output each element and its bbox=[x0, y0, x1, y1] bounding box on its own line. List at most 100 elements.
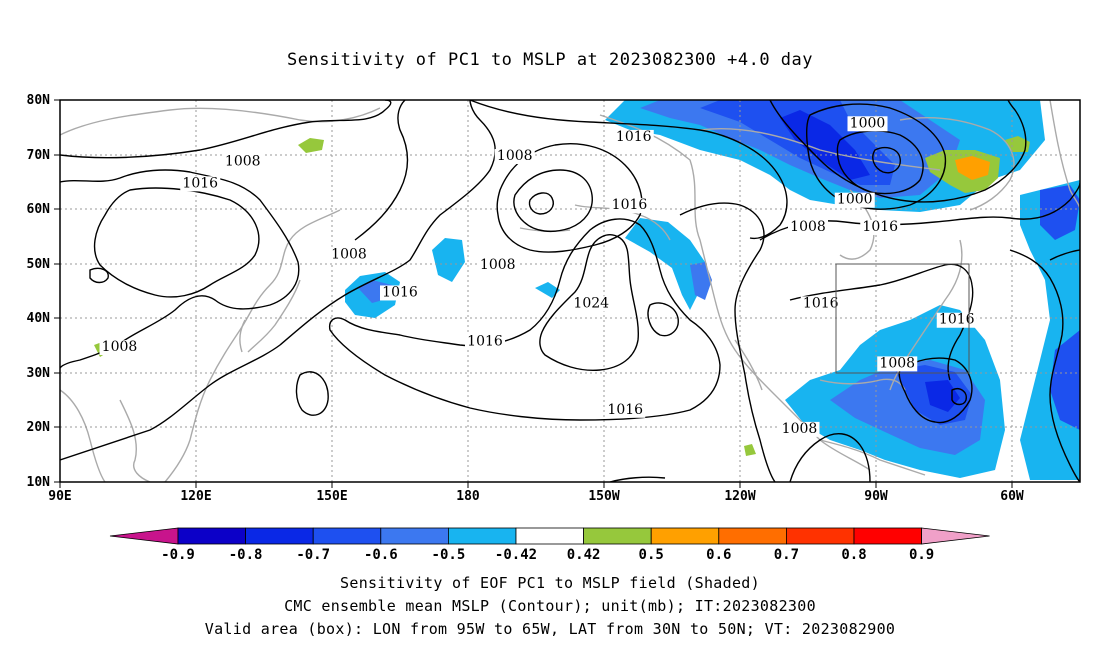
contour-1008-mexico bbox=[789, 433, 871, 482]
shading-atlantic-east-dark bbox=[1040, 185, 1080, 240]
contour-label-bg bbox=[834, 192, 875, 208]
contour-label-bg bbox=[605, 402, 646, 418]
colorbar-segment bbox=[583, 527, 652, 545]
contour-1000-arctic-outer bbox=[805, 103, 947, 210]
shading-green-blob-4 bbox=[744, 444, 756, 456]
lon-label: 90E bbox=[48, 489, 71, 504]
coast-korea bbox=[239, 319, 246, 353]
contour-label: 1008 bbox=[497, 148, 533, 164]
contour-label: 1008 bbox=[782, 421, 818, 437]
lat-label: 60N bbox=[27, 202, 51, 217]
contour-label-bg bbox=[571, 296, 612, 312]
map-frame bbox=[59, 99, 1081, 483]
colorbar-label: 0.8 bbox=[841, 547, 866, 563]
shading-arctic-darkest bbox=[780, 110, 870, 180]
contour-label-bg bbox=[613, 129, 654, 145]
coast-greenland bbox=[899, 116, 1015, 211]
contour-label: 1000 bbox=[837, 192, 873, 208]
coast-asia-east bbox=[164, 209, 341, 482]
colorbar-label: -0.5 bbox=[432, 547, 466, 563]
contour-1016-west-na bbox=[679, 202, 776, 482]
contour-1008-aleutian-inner bbox=[528, 192, 554, 215]
shading-pacific-1 bbox=[432, 238, 465, 282]
contour-1016-gulf-alaska bbox=[469, 100, 788, 240]
contour-1008-aleutian-mid bbox=[513, 169, 593, 233]
lon-label: 90W bbox=[864, 489, 888, 504]
coast-na-arctic bbox=[699, 128, 941, 171]
contour-label: 1016 bbox=[862, 219, 898, 235]
colorbar-low-end bbox=[109, 527, 179, 545]
shading-green-blob-2 bbox=[298, 138, 324, 153]
contour-label-bg bbox=[465, 334, 505, 350]
contour-label: 1000 bbox=[850, 115, 886, 131]
colorbar-label: -0.42 bbox=[495, 547, 537, 563]
colorbar-segment bbox=[650, 527, 720, 545]
contour-label-bg bbox=[222, 154, 263, 170]
contour-label: 1016 bbox=[607, 402, 643, 418]
contour-label: 1016 bbox=[803, 295, 839, 311]
contour-1016-asia-inner bbox=[93, 187, 260, 298]
shading-green-blob-1 bbox=[1005, 136, 1030, 152]
contour-label: 1008 bbox=[102, 339, 138, 355]
lat-label: 10N bbox=[27, 475, 51, 490]
lon-label: 60W bbox=[1000, 489, 1024, 504]
contour-label: 1016 bbox=[467, 334, 503, 350]
colorbar: -0.9 -0.8 -0.7 -0.6 -0.5 -0.42 0.42 0.5 0.6 0.7 0.… bbox=[109, 527, 990, 563]
colorbar-segment bbox=[312, 527, 382, 545]
figure-title: Sensitivity of PC1 to MSLP at 2023082300… bbox=[286, 50, 813, 70]
coast-japan bbox=[247, 279, 301, 353]
colorbar-segment bbox=[380, 527, 449, 545]
contour-label: 1016 bbox=[382, 284, 418, 300]
contour-1000-arctic-inner bbox=[836, 130, 924, 195]
contour-label: 1016 bbox=[612, 197, 648, 213]
contour-1016-canada bbox=[759, 182, 1080, 241]
shading-pacific-2 bbox=[535, 282, 560, 298]
lat-label: 50N bbox=[27, 257, 51, 272]
contour-label-bg bbox=[494, 149, 535, 165]
shading-pacific-3 bbox=[625, 218, 705, 310]
colorbar-high-end bbox=[921, 527, 990, 545]
contour-label-bg bbox=[329, 247, 369, 263]
colorbar-segment bbox=[853, 527, 922, 545]
coast-india bbox=[60, 389, 106, 482]
contour-1008-asia-small bbox=[89, 267, 109, 284]
contour-1008-east-low bbox=[898, 357, 973, 424]
contour-label-bg bbox=[800, 296, 841, 312]
contour-label-bg bbox=[477, 258, 518, 274]
contour-labels: 1016 1008 1000 1000 1008 1016 1008 1016 1008 1016… bbox=[99, 115, 977, 437]
contour-label-bg bbox=[779, 421, 820, 437]
contour-1008-north bbox=[60, 100, 392, 159]
contour-label: 1016 bbox=[939, 312, 975, 328]
contour-label: 1024 bbox=[573, 295, 609, 311]
contour-1016-low-west bbox=[295, 371, 329, 416]
contour-label: 1008 bbox=[790, 219, 826, 235]
tick-marks bbox=[54, 99, 1013, 488]
map-panel: 1016 1008 1000 1000 1008 1016 1008 1016 1008 1016… bbox=[27, 93, 1081, 504]
contour-1008-canada bbox=[769, 100, 1027, 203]
contour-label-bg bbox=[877, 356, 918, 372]
contour-1000-core bbox=[872, 146, 901, 174]
colorbar-label: 0.42 bbox=[567, 547, 601, 563]
coast-gulf bbox=[819, 378, 906, 391]
contour-label-bg bbox=[380, 285, 420, 301]
colorbar-segment bbox=[447, 527, 517, 545]
contour-label: 1016 bbox=[182, 175, 218, 191]
caption-line-3: Valid area (box): LON from 95W to 65W, L… bbox=[204, 620, 896, 638]
colorbar-segment bbox=[245, 527, 314, 545]
lat-label: 70N bbox=[27, 148, 51, 163]
shading-pacific-3-mid bbox=[690, 262, 712, 300]
contour-1016-subtropical-high bbox=[328, 218, 721, 421]
coast-central-america bbox=[819, 439, 926, 476]
colorbar-label: 0.5 bbox=[639, 547, 664, 563]
lat-label: 30N bbox=[27, 366, 51, 381]
contour-1008-aleutian-outer bbox=[496, 143, 643, 253]
contour-1016-high-inner bbox=[647, 302, 679, 337]
contour-label-bg bbox=[847, 116, 888, 132]
colorbar-label: -0.7 bbox=[296, 547, 330, 563]
lon-label: 150W bbox=[588, 489, 619, 504]
caption-line-1: Sensitivity of EOF PC1 to MSLP field (Sh… bbox=[340, 574, 760, 592]
contour-1016-atlantic bbox=[1009, 249, 1080, 482]
contour-label-bg bbox=[609, 198, 650, 214]
lat-label: 40N bbox=[27, 311, 51, 326]
contour-1008-north-pacific bbox=[354, 100, 409, 241]
